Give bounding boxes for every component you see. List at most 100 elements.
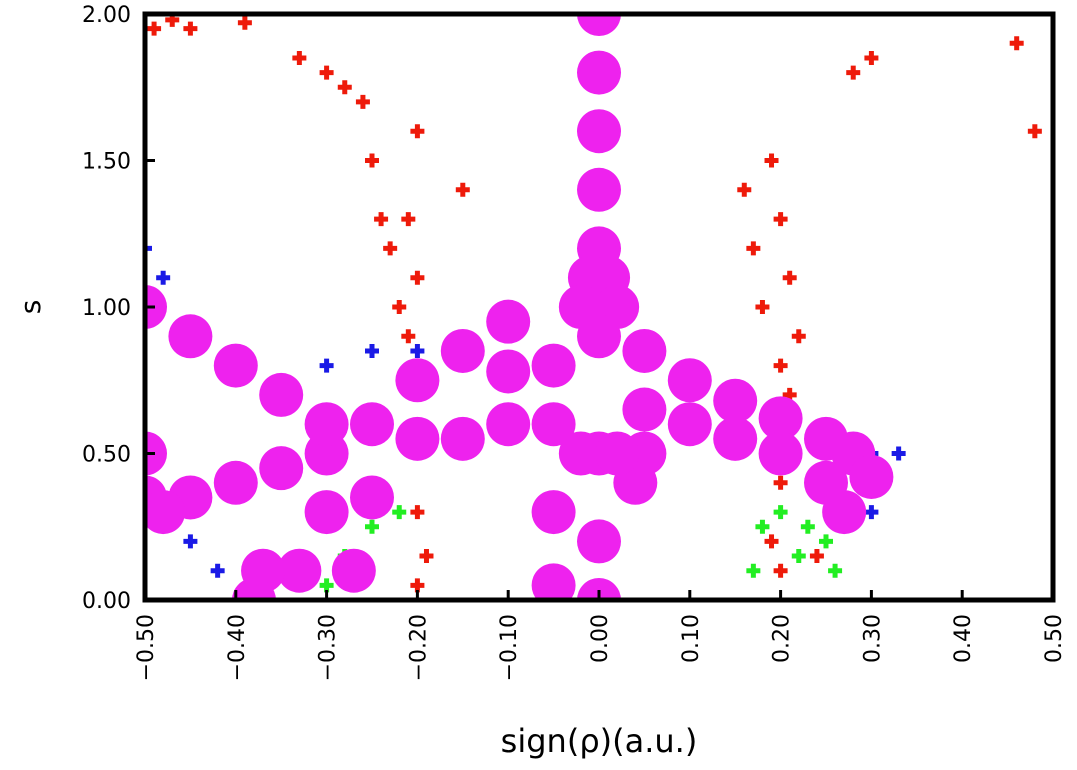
point (755, 300, 770, 314)
point (292, 50, 307, 65)
point (667, 402, 712, 447)
point (577, 519, 621, 564)
point (145, 285, 167, 329)
point (365, 343, 379, 358)
point (156, 270, 171, 285)
x-axis-label: sign(ρ)(a.u.) (501, 722, 698, 760)
point (145, 490, 186, 535)
x-tick-label: 0.00 (588, 614, 613, 663)
point (213, 460, 258, 505)
point (737, 182, 752, 197)
point (891, 446, 906, 461)
point (713, 378, 758, 423)
point (773, 358, 788, 373)
point (822, 490, 867, 535)
point (758, 396, 803, 441)
point (622, 387, 667, 432)
point (213, 343, 258, 388)
point (259, 446, 304, 491)
point (758, 431, 803, 476)
x-tick-label: 0.40 (951, 614, 976, 663)
x-tick-label: −0.50 (134, 614, 159, 681)
point (410, 578, 425, 593)
point (401, 212, 416, 227)
point (237, 15, 252, 30)
y-tick-label: 0.00 (82, 589, 131, 614)
point (350, 475, 394, 520)
point (183, 534, 198, 549)
point (419, 549, 434, 564)
point (531, 402, 576, 447)
point (304, 402, 349, 447)
point (764, 534, 779, 549)
point (746, 241, 761, 256)
point (304, 490, 349, 535)
point (531, 343, 576, 388)
point (782, 387, 797, 402)
x-tick-label: 0.10 (679, 614, 704, 663)
point (392, 505, 407, 520)
point (846, 65, 861, 80)
point (819, 534, 833, 549)
point (395, 358, 440, 403)
point (773, 212, 788, 227)
point (486, 349, 531, 394)
x-tick-label: −0.20 (406, 614, 431, 681)
point (773, 505, 788, 520)
point (577, 109, 621, 154)
x-tick-label: 0.30 (860, 614, 885, 663)
point (809, 549, 824, 564)
point (331, 548, 376, 593)
point (210, 563, 225, 578)
point (395, 416, 440, 461)
point (864, 505, 879, 520)
point (440, 416, 485, 461)
point (531, 490, 576, 535)
point (231, 578, 276, 600)
point (355, 94, 370, 109)
point (401, 329, 416, 344)
point (577, 50, 621, 95)
point (319, 65, 334, 80)
point (383, 241, 398, 256)
point (577, 578, 621, 600)
point (773, 475, 788, 490)
y-tick-label: 2.00 (82, 3, 131, 28)
point (183, 21, 198, 36)
point (746, 563, 761, 578)
point (713, 416, 758, 461)
point (791, 329, 806, 344)
point (486, 402, 531, 447)
point (667, 358, 712, 403)
point (410, 124, 425, 139)
point (319, 358, 334, 373)
point (773, 563, 788, 578)
point (277, 548, 322, 593)
point (800, 519, 815, 534)
point (455, 182, 470, 197)
point (147, 21, 162, 36)
point (764, 153, 779, 168)
point (337, 80, 352, 95)
point (374, 212, 389, 227)
point (1009, 36, 1024, 51)
point (828, 563, 843, 578)
point (755, 519, 770, 534)
point (319, 578, 334, 593)
point (410, 505, 425, 520)
point (577, 14, 621, 36)
y-axis-label: s (14, 300, 47, 315)
point (595, 431, 640, 476)
x-tick-label: 0.20 (770, 614, 795, 663)
point (577, 167, 621, 212)
x-tick-label: −0.10 (497, 614, 522, 681)
point (145, 431, 167, 476)
y-tick-label: 1.00 (82, 296, 131, 321)
point (864, 50, 879, 65)
point (165, 14, 180, 27)
point (168, 314, 213, 359)
point (365, 519, 379, 534)
point (410, 270, 425, 285)
x-tick-label: 0.50 (1042, 614, 1067, 663)
